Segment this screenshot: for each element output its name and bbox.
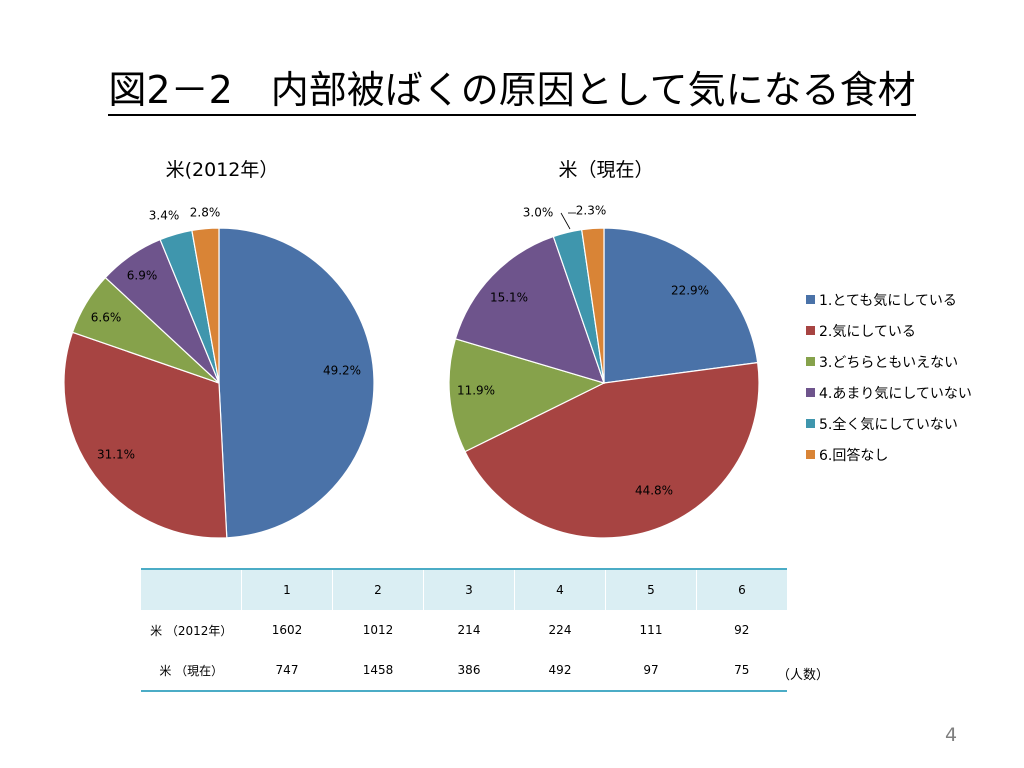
legend-item: 3.どちらともいえない — [806, 346, 972, 377]
pie-slice — [580, 227, 605, 384]
legend-swatch — [806, 419, 815, 428]
pie-slice — [63, 331, 228, 539]
leader-line — [560, 212, 571, 230]
table-cell: 386 — [423, 650, 515, 692]
data-label: 49.2% — [323, 364, 361, 378]
table-header-cell: 3 — [423, 568, 515, 610]
pie-slice — [191, 227, 220, 384]
pie-slice — [454, 235, 605, 384]
legend-label: 6.回答なし — [819, 447, 889, 464]
legend-label: 4.あまり気にしていない — [819, 385, 972, 402]
table-cell: 97 — [605, 650, 697, 692]
pie-chart-2012: 49.2% 31.1% 6.6% 6.9% 3.4% 2.8% — [63, 206, 375, 539]
chart-title-current: 米（現在） — [558, 159, 654, 181]
page-number: 4 — [945, 724, 958, 746]
data-label: 2.3% — [576, 204, 607, 218]
slide-title: 図2－2 内部被ばくの原因として気になる食材 — [0, 66, 1024, 116]
table-cell: 111 — [639, 623, 663, 637]
pie-slice — [464, 361, 760, 539]
legend-swatch — [806, 326, 815, 335]
data-label: 6.6% — [91, 311, 122, 325]
table-row: 米 （現在） 747 1458 386 492 97 75 — [141, 650, 787, 692]
legend-item: 1.とても気にしている — [806, 284, 972, 315]
table-header-cell: 6 — [696, 568, 787, 610]
legend-label: 3.どちらともいえない — [819, 354, 959, 371]
table-row-label: 米 （2012年） — [150, 623, 233, 638]
table-cell: 92 — [734, 623, 750, 637]
table-cell: 75 — [696, 650, 787, 692]
legend-swatch — [806, 450, 815, 459]
data-label: 22.9% — [671, 284, 709, 298]
table-unit-label: （人数） — [777, 668, 830, 683]
pie-slice — [603, 227, 759, 384]
table-header-cell: 1 — [241, 568, 333, 610]
data-table: 1 2 3 4 5 6 米 （2012年） 1602 1012 214 224 … — [141, 568, 787, 692]
table-cell: 214 — [457, 623, 481, 637]
table-header-row: 1 2 3 4 5 6 — [141, 568, 787, 610]
data-label: 11.9% — [457, 384, 495, 398]
table-cell: 1458 — [332, 650, 424, 692]
table-header-cell: 5 — [605, 568, 697, 610]
table-cell: 1012 — [362, 623, 394, 637]
legend-label: 1.とても気にしている — [819, 292, 957, 309]
data-label: 31.1% — [97, 448, 135, 462]
table-cell: 1602 — [271, 623, 303, 637]
table-row-label: 米 （現在） — [141, 650, 242, 692]
chart-title-2012: 米(2012年） — [165, 159, 279, 181]
table-cell: 492 — [514, 650, 606, 692]
legend-label: 2.気にしている — [819, 323, 916, 340]
legend-item: 2.気にしている — [806, 315, 972, 346]
pie-slice — [218, 227, 375, 539]
data-label: 3.0% — [523, 206, 554, 220]
pie-slice — [448, 338, 606, 453]
legend-swatch — [806, 357, 815, 366]
table-header-cell: 4 — [514, 568, 606, 610]
data-label: 3.4% — [149, 209, 180, 223]
table-cell: 224 — [548, 623, 572, 637]
table-header-cell — [141, 568, 242, 610]
legend-item: 4.あまり気にしていない — [806, 377, 972, 408]
data-label: 6.9% — [127, 269, 158, 283]
legend: 1.とても気にしている 2.気にしている 3.どちらともいえない 4.あまり気にしてい… — [806, 284, 972, 470]
table-cell: 747 — [241, 650, 333, 692]
table-row: 米 （2012年） 1602 1012 214 224 111 92 — [141, 610, 787, 650]
data-label: 44.8% — [635, 484, 673, 498]
data-label: 2.8% — [190, 206, 221, 220]
legend-swatch — [806, 388, 815, 397]
legend-item: 6.回答なし — [806, 439, 972, 470]
legend-item: 5.全く気にしていない — [806, 408, 972, 439]
legend-swatch — [806, 295, 815, 304]
table-header-cell: 2 — [332, 568, 424, 610]
pie-chart-current: 22.9% 44.8% 11.9% 15.1% 3.0% 2.3% — [448, 204, 760, 539]
legend-label: 5.全く気にしていない — [819, 416, 958, 433]
data-label: 15.1% — [490, 291, 528, 305]
